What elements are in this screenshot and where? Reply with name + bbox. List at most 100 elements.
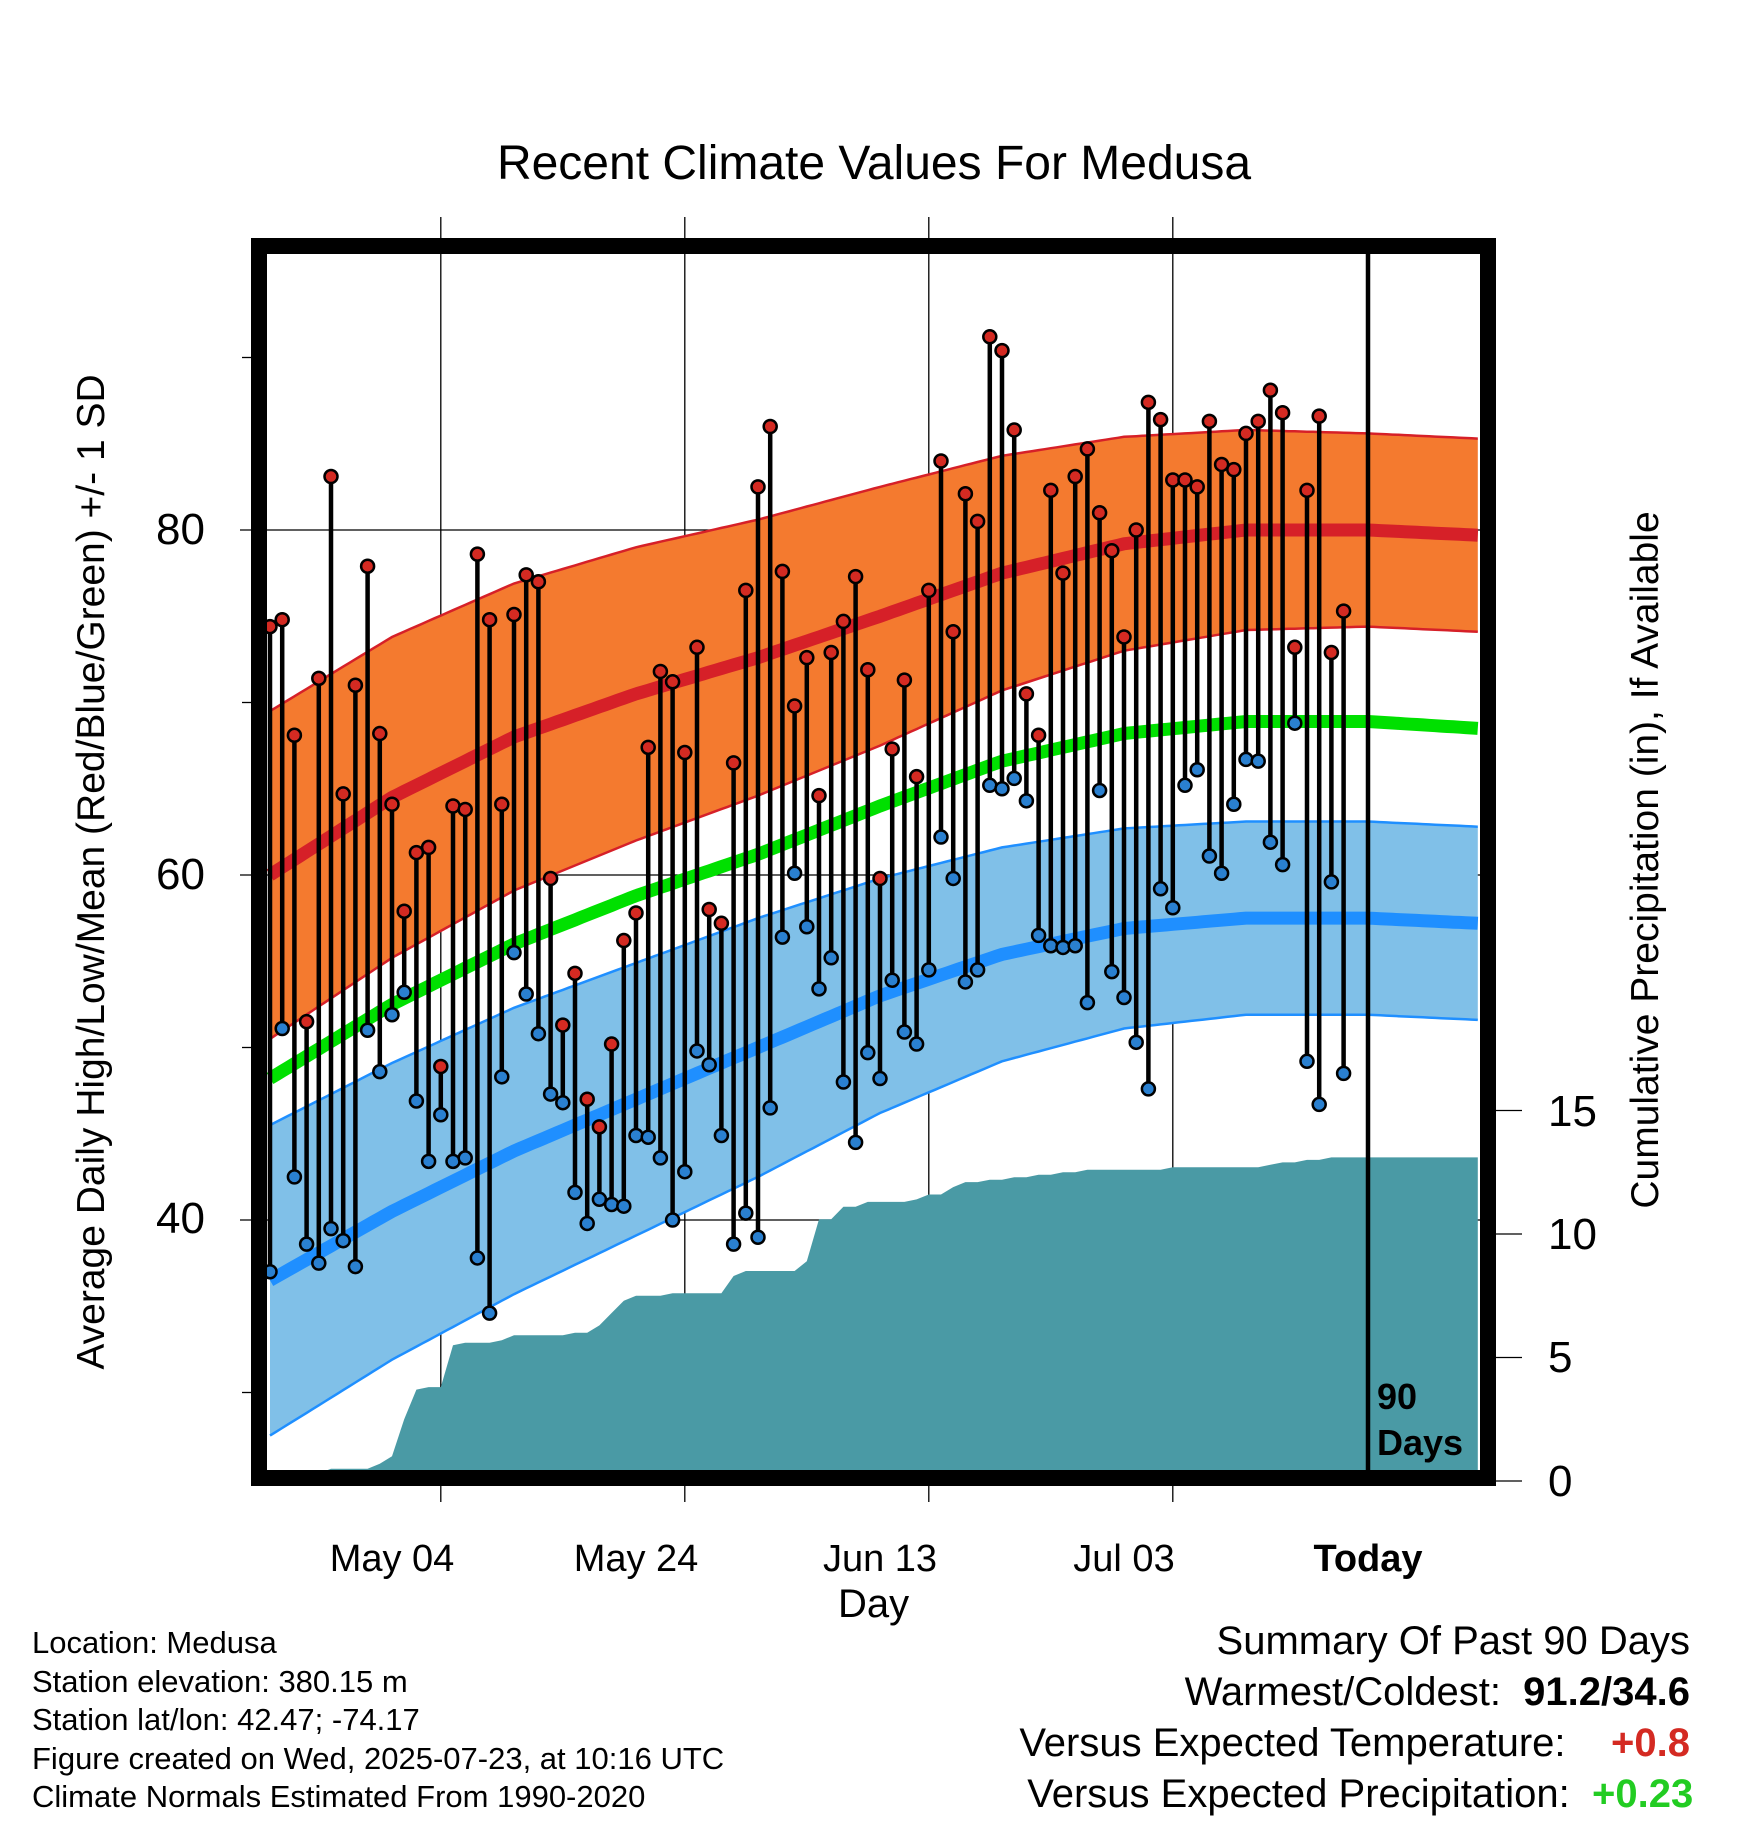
plot-frame — [251, 238, 1496, 1486]
daily-high-point — [921, 582, 937, 599]
daily-high-point — [872, 870, 888, 887]
daily-high-point — [933, 453, 949, 469]
daily-high-point — [896, 672, 913, 688]
precip-label: Versus Expected Precipitation: — [1027, 1772, 1570, 1816]
daily-low-point — [908, 1036, 925, 1052]
daily-low-point — [286, 1169, 303, 1185]
daily-high-point — [591, 1119, 608, 1135]
daily-high-point — [1323, 644, 1340, 661]
daily-low-point — [847, 1134, 864, 1151]
daily-low-point — [433, 1107, 449, 1123]
daily-low-point — [1006, 770, 1022, 787]
precip-value: +0.23 — [1592, 1772, 1694, 1816]
daily-low-point — [420, 1153, 437, 1170]
daily-low-point — [408, 1093, 425, 1109]
daily-high-point — [286, 727, 303, 744]
daily-high-point — [359, 558, 376, 574]
daily-high-point — [664, 674, 681, 690]
daily-high-point — [1250, 413, 1266, 430]
daily-high-point — [274, 611, 290, 628]
daily-high-point — [347, 677, 364, 693]
y-tick-label: 80 — [156, 505, 205, 554]
daily-high-point — [823, 644, 839, 661]
normal-high-line — [266, 523, 1479, 881]
station-info: Location: Medusa Station elevation: 380.… — [32, 1624, 724, 1817]
daily-high-point — [1018, 686, 1035, 702]
daily-high-point — [677, 744, 693, 761]
daily-low-point — [555, 1094, 571, 1111]
daily-high-point — [579, 1091, 595, 1107]
summary-panel: Summary Of Past 90 Days Warmest/Coldest:… — [1019, 1616, 1694, 1820]
daily-low-point — [347, 1258, 364, 1275]
daily-high-point — [481, 611, 498, 628]
daily-low-point — [1067, 937, 1083, 954]
elevation-text: Station elevation: 380.15 m — [32, 1663, 408, 1699]
daily-high-point — [1189, 479, 1205, 495]
y2-tick-label: 10 — [1548, 1210, 1597, 1259]
x-tick-label: May 24 — [573, 1538, 699, 1580]
x-axis-label: Day — [838, 1582, 910, 1626]
daily-low-point — [664, 1212, 681, 1228]
precip-row: Versus Expected Precipitation: +0.23 — [1019, 1769, 1694, 1820]
daily-high-point — [652, 663, 669, 680]
daily-low-point — [1018, 793, 1035, 809]
daily-low-point — [933, 829, 949, 845]
daily-low-point — [506, 944, 522, 961]
daily-low-point — [1262, 834, 1279, 850]
normal-bands — [266, 428, 1479, 1437]
daily-low-point — [738, 1205, 754, 1221]
daily-range-sticks — [267, 336, 1346, 1314]
daily-low-point — [835, 1074, 852, 1090]
daily-high-point — [1335, 603, 1352, 619]
daily-low-point — [335, 1232, 351, 1249]
warm-cold-label: Warmest/Coldest: — [1184, 1670, 1501, 1714]
daily-high-point — [786, 698, 803, 714]
daily-low-point — [640, 1129, 656, 1145]
daily-high-point — [945, 624, 961, 640]
x-tick-label-today: Today — [1313, 1538, 1423, 1580]
daily-high-point — [1299, 482, 1315, 499]
daily-high-point — [701, 901, 717, 918]
normal-low-line — [266, 911, 1479, 1287]
daily-low-point — [359, 1022, 376, 1038]
daily-high-point — [640, 739, 656, 756]
daily-low-point — [774, 929, 791, 945]
y-tick-label: 40 — [156, 1194, 205, 1243]
daily-low-point — [1226, 796, 1242, 813]
daily-high-point — [1287, 639, 1303, 656]
daily-low-point — [579, 1215, 595, 1232]
daily-high-point — [494, 796, 510, 813]
daily-low-point — [713, 1127, 730, 1144]
daily-low-point — [1091, 782, 1108, 799]
daily-high-point — [835, 613, 852, 630]
daily-high-point — [616, 932, 632, 949]
daily-high-point — [1262, 382, 1279, 399]
daily-low-point — [969, 962, 986, 978]
daily-low-point — [1165, 900, 1181, 916]
daily-high-point — [433, 1058, 449, 1075]
daily-low-point — [957, 974, 974, 990]
daily-low-point — [1043, 937, 1059, 954]
daily-low-point — [762, 1100, 778, 1116]
daily-high-point — [1201, 413, 1218, 430]
daily-low-point — [1311, 1096, 1327, 1113]
daily-low-point — [567, 1184, 583, 1201]
daily-low-point — [384, 1006, 400, 1023]
daily-low-point — [616, 1198, 632, 1214]
plot-border — [251, 238, 1496, 1486]
daily-high-point — [1152, 411, 1169, 428]
daily-high-point — [1311, 408, 1327, 424]
daily-high-point — [799, 649, 815, 666]
daily-high-point — [311, 670, 327, 687]
daily-low-point — [1104, 963, 1120, 980]
daily-low-point — [1030, 927, 1047, 944]
daily-low-point — [750, 1229, 766, 1245]
daily-high-point — [1043, 482, 1059, 499]
y-tick-label: 60 — [156, 850, 205, 899]
daily-high-point — [713, 915, 730, 932]
daily-high-point — [335, 786, 351, 802]
daily-high-point — [506, 606, 522, 623]
daily-low-point — [1055, 939, 1071, 956]
cumulative-precip-area — [327, 1157, 1478, 1470]
